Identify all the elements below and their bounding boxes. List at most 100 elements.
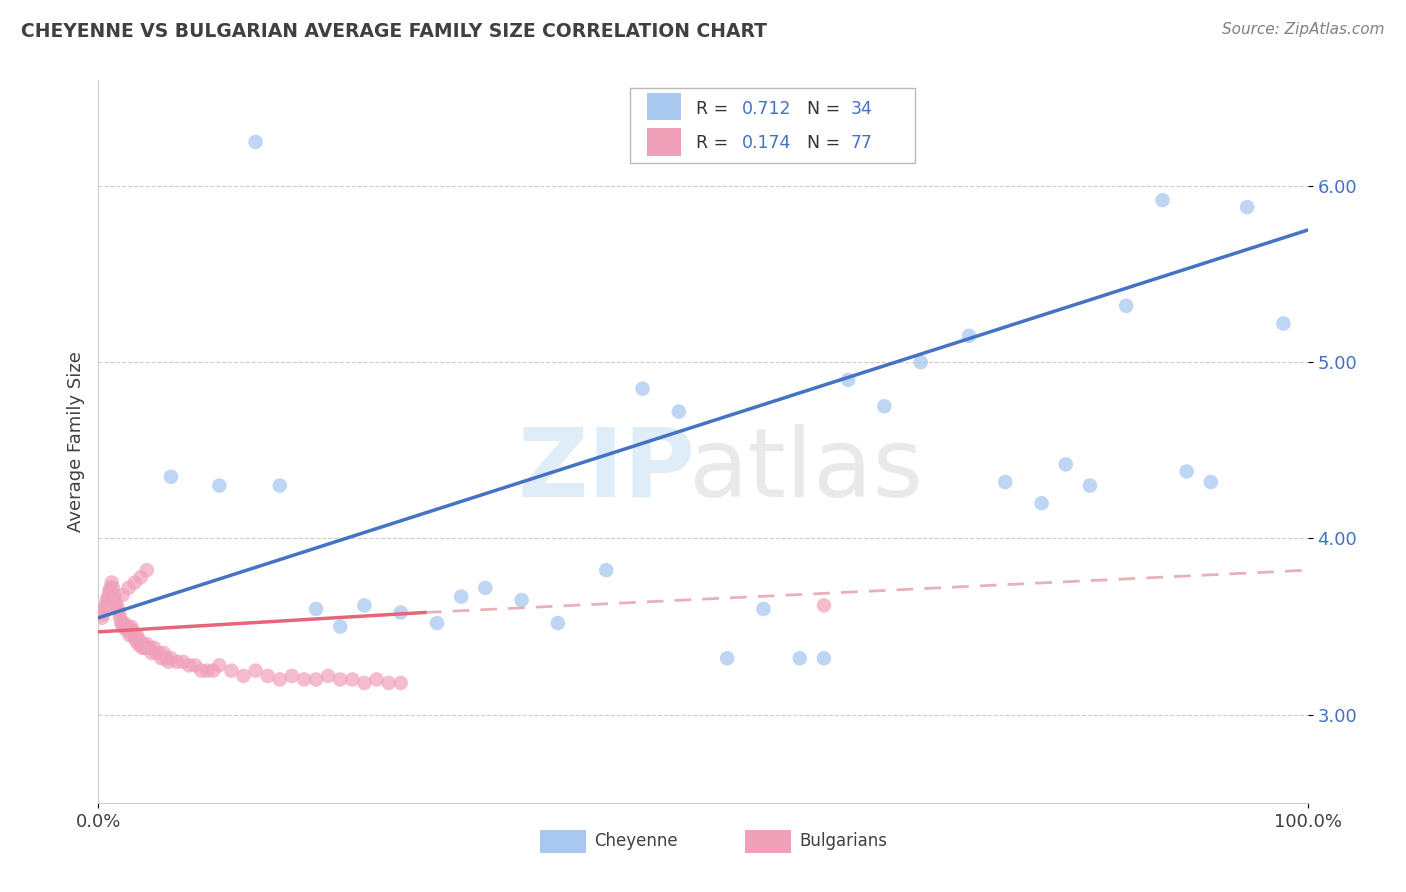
Point bbox=[269, 673, 291, 687]
Point bbox=[145, 646, 167, 660]
Point bbox=[152, 646, 174, 660]
Point bbox=[150, 651, 173, 665]
Point bbox=[110, 615, 132, 630]
Point bbox=[129, 570, 152, 584]
Point bbox=[292, 673, 315, 687]
Point bbox=[1272, 317, 1295, 331]
Point bbox=[474, 581, 496, 595]
Text: Bulgarians: Bulgarians bbox=[800, 832, 887, 850]
Point bbox=[256, 669, 278, 683]
Point bbox=[1115, 299, 1137, 313]
Point bbox=[160, 651, 183, 665]
Point bbox=[114, 619, 136, 633]
Point bbox=[668, 404, 690, 418]
Point bbox=[135, 637, 157, 651]
Text: 77: 77 bbox=[851, 134, 873, 152]
Text: 0.712: 0.712 bbox=[742, 100, 792, 118]
Point bbox=[450, 590, 472, 604]
Point bbox=[316, 669, 339, 683]
Point bbox=[111, 588, 134, 602]
Point bbox=[91, 607, 114, 622]
Point bbox=[305, 673, 328, 687]
Bar bbox=[630, 87, 915, 163]
Text: R =: R = bbox=[696, 134, 734, 152]
Point bbox=[127, 637, 149, 651]
Point bbox=[105, 599, 128, 613]
Bar bbox=[647, 93, 682, 120]
Point bbox=[342, 673, 364, 687]
Text: atlas: atlas bbox=[688, 424, 924, 517]
Point bbox=[377, 676, 399, 690]
Point bbox=[595, 563, 617, 577]
Point bbox=[208, 658, 231, 673]
Point bbox=[134, 640, 156, 655]
Point bbox=[813, 599, 835, 613]
Point bbox=[172, 655, 194, 669]
Point bbox=[160, 470, 183, 484]
Point bbox=[510, 593, 533, 607]
Point bbox=[117, 619, 139, 633]
Point bbox=[281, 669, 304, 683]
Point bbox=[190, 664, 212, 678]
Point bbox=[1199, 475, 1222, 489]
Point bbox=[195, 664, 218, 678]
Text: 34: 34 bbox=[851, 100, 872, 118]
Point bbox=[135, 563, 157, 577]
Point bbox=[1236, 200, 1258, 214]
Point bbox=[221, 664, 243, 678]
Text: Cheyenne: Cheyenne bbox=[595, 832, 678, 850]
Point bbox=[118, 623, 141, 637]
Text: CHEYENNE VS BULGARIAN AVERAGE FAMILY SIZE CORRELATION CHART: CHEYENNE VS BULGARIAN AVERAGE FAMILY SIZ… bbox=[21, 22, 768, 41]
Point bbox=[101, 581, 124, 595]
Point bbox=[94, 599, 117, 613]
Point bbox=[107, 602, 129, 616]
Point bbox=[752, 602, 775, 616]
Point bbox=[1054, 458, 1077, 472]
Point bbox=[103, 588, 125, 602]
Point bbox=[269, 478, 291, 492]
Bar bbox=[540, 830, 586, 854]
Point bbox=[353, 676, 375, 690]
Point bbox=[910, 355, 932, 369]
Point bbox=[957, 328, 980, 343]
Point bbox=[208, 478, 231, 492]
Point bbox=[108, 606, 131, 620]
Bar bbox=[745, 830, 792, 854]
Point bbox=[353, 599, 375, 613]
Text: N =: N = bbox=[807, 100, 846, 118]
Y-axis label: Average Family Size: Average Family Size bbox=[66, 351, 84, 532]
Point bbox=[789, 651, 811, 665]
Point bbox=[111, 619, 134, 633]
Point bbox=[305, 602, 328, 616]
Point bbox=[1078, 478, 1101, 492]
Point bbox=[91, 611, 114, 625]
Text: ZIP: ZIP bbox=[517, 424, 695, 517]
Point bbox=[100, 581, 122, 595]
Point bbox=[166, 655, 188, 669]
Text: Source: ZipAtlas.com: Source: ZipAtlas.com bbox=[1222, 22, 1385, 37]
Point bbox=[129, 637, 152, 651]
Point bbox=[245, 135, 267, 149]
Point bbox=[232, 669, 254, 683]
Point bbox=[837, 373, 859, 387]
Point bbox=[125, 633, 148, 648]
Point bbox=[143, 640, 166, 655]
Point bbox=[1152, 193, 1174, 207]
Point bbox=[245, 664, 267, 678]
Point bbox=[93, 602, 115, 616]
Point bbox=[426, 615, 449, 630]
Point bbox=[127, 628, 149, 642]
Text: N =: N = bbox=[807, 134, 846, 152]
Point bbox=[148, 646, 170, 660]
Point bbox=[120, 619, 142, 633]
Point bbox=[118, 628, 141, 642]
Point bbox=[202, 664, 225, 678]
Point bbox=[873, 399, 896, 413]
Point bbox=[389, 676, 412, 690]
Point bbox=[389, 606, 412, 620]
Point bbox=[104, 593, 127, 607]
Point bbox=[366, 673, 388, 687]
Point bbox=[138, 640, 160, 655]
Point bbox=[1031, 496, 1053, 510]
Point bbox=[122, 628, 145, 642]
